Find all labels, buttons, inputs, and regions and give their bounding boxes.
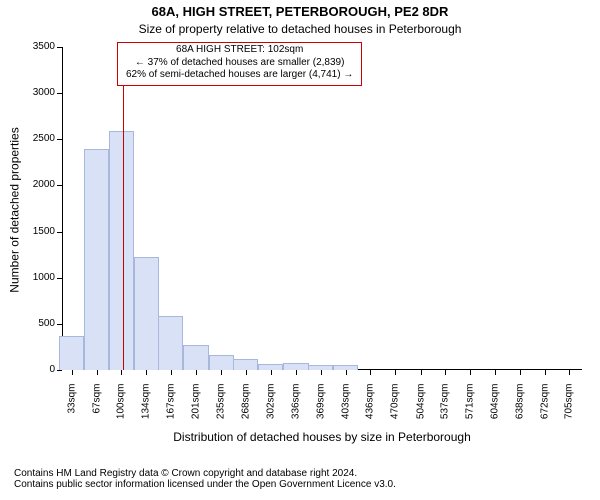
y-tick-label: 2500 — [17, 133, 55, 144]
y-tick — [57, 278, 62, 279]
chart-title-subtitle: Size of property relative to detached ho… — [0, 22, 600, 36]
x-tick — [321, 370, 322, 375]
x-tick — [72, 370, 73, 375]
x-tick-label: 403sqm — [340, 384, 351, 434]
x-tick — [246, 370, 247, 375]
y-tick — [57, 185, 62, 186]
x-tick-label: 167sqm — [165, 384, 176, 434]
histogram-bar — [109, 131, 134, 370]
x-tick — [495, 370, 496, 375]
x-tick-label: 302sqm — [265, 384, 276, 434]
x-tick-label: 67sqm — [91, 384, 102, 434]
x-tick-label: 201sqm — [191, 384, 202, 434]
info-line-1: 68A HIGH STREET: 102sqm — [126, 44, 353, 57]
x-tick — [445, 370, 446, 375]
histogram-bar — [183, 345, 208, 370]
x-tick-label: 369sqm — [315, 384, 326, 434]
y-tick-label: 2000 — [17, 179, 55, 190]
attribution-line-2: Contains public sector information licen… — [0, 479, 600, 490]
y-axis-label: Number of detached properties — [7, 48, 21, 371]
x-tick — [97, 370, 98, 375]
y-tick — [57, 232, 62, 233]
histogram-bar — [134, 257, 159, 370]
histogram-bar — [233, 359, 258, 370]
y-tick — [57, 139, 62, 140]
y-tick — [57, 47, 62, 48]
property-marker — [123, 47, 124, 370]
x-tick-label: 672sqm — [539, 384, 550, 434]
x-tick-label: 235sqm — [216, 384, 227, 434]
x-tick — [171, 370, 172, 375]
x-tick — [146, 370, 147, 375]
y-axis — [62, 47, 63, 370]
x-tick — [271, 370, 272, 375]
y-tick-label: 500 — [17, 318, 55, 329]
x-tick-label: 33sqm — [66, 384, 77, 434]
x-tick — [296, 370, 297, 375]
y-tick — [57, 93, 62, 94]
x-tick — [569, 370, 570, 375]
attribution-line-1: Contains HM Land Registry data © Crown c… — [0, 468, 600, 479]
y-tick-label: 3500 — [17, 41, 55, 52]
y-tick-label: 1000 — [17, 272, 55, 283]
info-line-2: ← 37% of detached houses are smaller (2,… — [126, 57, 353, 70]
x-tick-label: 268sqm — [240, 384, 251, 434]
y-tick-label: 0 — [17, 364, 55, 375]
y-tick-label: 3000 — [17, 87, 55, 98]
x-tick-label: 134sqm — [141, 384, 152, 434]
x-tick-label: 336sqm — [291, 384, 302, 434]
histogram-bar — [283, 363, 308, 370]
x-tick — [520, 370, 521, 375]
y-tick-label: 1500 — [17, 226, 55, 237]
y-tick — [57, 324, 62, 325]
x-tick — [470, 370, 471, 375]
info-line-3: 62% of semi-detached houses are larger (… — [126, 69, 353, 82]
x-tick — [121, 370, 122, 375]
histogram-bar — [59, 336, 84, 370]
x-tick — [395, 370, 396, 375]
chart-title-address: 68A, HIGH STREET, PETERBOROUGH, PE2 8DR — [0, 4, 600, 19]
plot-area: 050010001500200025003000350033sqm67sqm10… — [62, 47, 582, 370]
x-tick — [370, 370, 371, 375]
chart-container: 68A, HIGH STREET, PETERBOROUGH, PE2 8DR … — [0, 0, 600, 500]
x-tick-label: 436sqm — [365, 384, 376, 434]
x-tick-label: 604sqm — [489, 384, 500, 434]
x-tick-label: 470sqm — [390, 384, 401, 434]
x-tick — [196, 370, 197, 375]
x-tick-label: 537sqm — [439, 384, 450, 434]
x-tick — [221, 370, 222, 375]
x-tick-label: 571sqm — [465, 384, 476, 434]
x-tick — [346, 370, 347, 375]
attribution-footer: Contains HM Land Registry data © Crown c… — [0, 468, 600, 490]
x-tick-label: 100sqm — [116, 384, 127, 434]
info-box: 68A HIGH STREET: 102sqm ← 37% of detache… — [117, 42, 362, 86]
x-tick-label: 638sqm — [514, 384, 525, 434]
y-tick — [57, 370, 62, 371]
histogram-bar — [158, 316, 183, 370]
x-tick-label: 504sqm — [415, 384, 426, 434]
histogram-bar — [209, 355, 234, 370]
x-tick-label: 705sqm — [564, 384, 575, 434]
x-axis-label: Distribution of detached houses by size … — [62, 430, 582, 444]
x-tick — [545, 370, 546, 375]
histogram-bar — [84, 149, 109, 370]
x-tick — [421, 370, 422, 375]
